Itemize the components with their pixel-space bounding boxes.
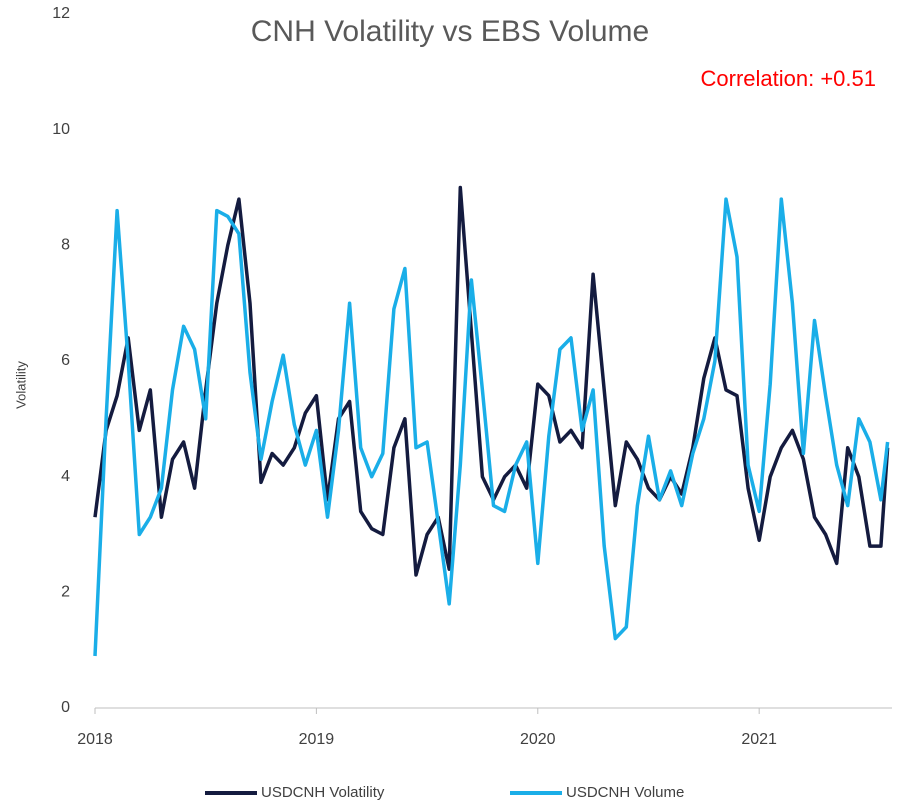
y-tick-label: 4	[61, 468, 70, 485]
legend-label: USDCNH Volatility	[261, 784, 385, 801]
legend-label: USDCNH Volume	[566, 784, 684, 801]
series-line	[93, 197, 890, 657]
y-tick-label: 8	[61, 237, 70, 254]
annotation: Correlation: +0.51	[701, 66, 877, 91]
x-tick-label: 2019	[299, 731, 335, 748]
x-tick-label: 2021	[741, 731, 777, 748]
y-tick-label: 10	[52, 121, 70, 138]
chart-title: CNH Volatility vs EBS Volume	[251, 15, 649, 48]
x-tick-label: 2020	[520, 731, 556, 748]
x-tick-label: 2018	[77, 731, 113, 748]
y-tick-label: 6	[61, 352, 70, 369]
y-tick-label: 12	[52, 5, 70, 22]
y-tick-label: 2	[61, 584, 70, 601]
y-tick-label: 0	[61, 699, 70, 716]
y-axis-label: Volatility	[13, 361, 28, 409]
